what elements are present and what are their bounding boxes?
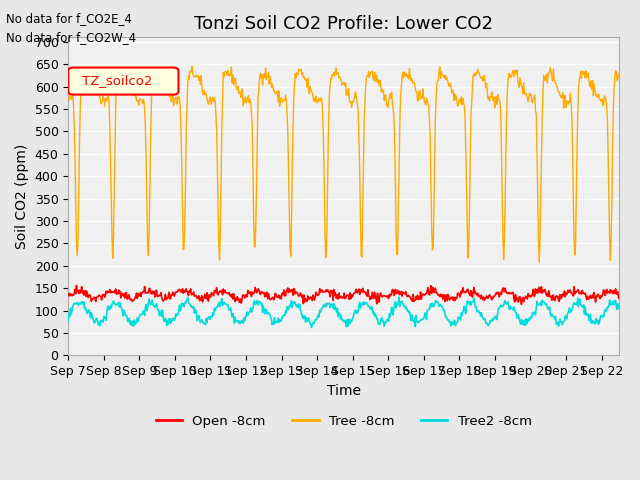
- FancyBboxPatch shape: [68, 68, 179, 95]
- Text: No data for f_CO2W_4: No data for f_CO2W_4: [6, 31, 136, 44]
- X-axis label: Time: Time: [327, 384, 361, 398]
- Legend: Open -8cm, Tree -8cm, Tree2 -8cm: Open -8cm, Tree -8cm, Tree2 -8cm: [150, 410, 538, 433]
- Text: No data for f_CO2E_4: No data for f_CO2E_4: [6, 12, 132, 24]
- Title: Tonzi Soil CO2 Profile: Lower CO2: Tonzi Soil CO2 Profile: Lower CO2: [195, 15, 493, 33]
- Text: TZ_soilco2: TZ_soilco2: [82, 74, 152, 87]
- Y-axis label: Soil CO2 (ppm): Soil CO2 (ppm): [15, 144, 29, 249]
